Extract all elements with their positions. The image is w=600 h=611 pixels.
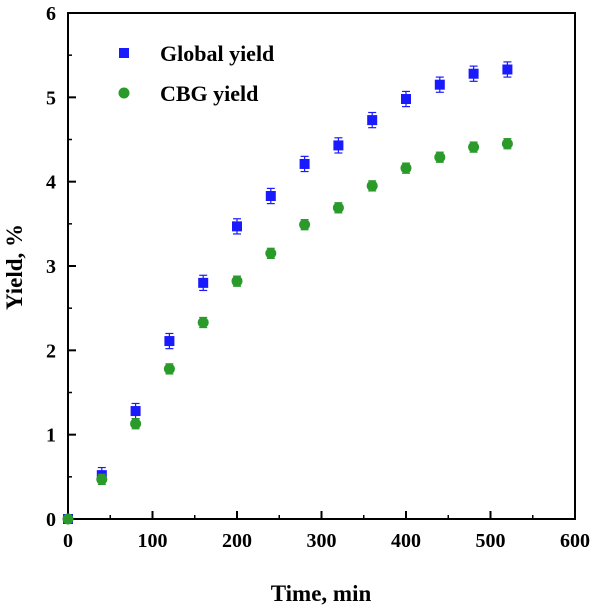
x-tick-label: 0 xyxy=(63,530,73,552)
data-point-circle xyxy=(468,141,480,153)
data-point-circle xyxy=(231,275,243,287)
data-point-circle xyxy=(265,247,277,259)
y-tick-label: 0 xyxy=(46,509,56,531)
y-tick-label: 3 xyxy=(46,256,56,278)
x-tick-label: 600 xyxy=(560,530,590,552)
data-point-square xyxy=(232,221,242,232)
x-tick-label: 500 xyxy=(476,530,506,552)
x-tick-label: 100 xyxy=(138,530,168,552)
data-point-circle xyxy=(197,317,209,329)
x-tick-label: 400 xyxy=(391,530,421,552)
y-tick-label: 5 xyxy=(46,87,56,109)
legend-label: CBG yield xyxy=(160,81,258,106)
plot-frame xyxy=(67,12,576,520)
data-point-circle xyxy=(96,473,108,485)
y-tick-label: 4 xyxy=(46,172,56,194)
data-point-square xyxy=(468,68,479,79)
data-point-square xyxy=(401,94,411,105)
legend-marker-square xyxy=(119,48,129,58)
data-point-circle xyxy=(130,418,142,430)
y-tick-label: 2 xyxy=(46,340,56,362)
y-tick-label: 1 xyxy=(46,425,56,447)
data-point-circle xyxy=(501,138,513,150)
data-point-circle xyxy=(332,202,344,214)
data-point-circle xyxy=(434,151,446,163)
data-point-square xyxy=(367,115,378,126)
data-point-circle xyxy=(62,513,74,525)
y-axis-title: Yield, % xyxy=(2,224,27,310)
x-tick-label: 200 xyxy=(222,530,252,552)
data-point-square xyxy=(198,277,209,288)
data-point-circle xyxy=(366,180,378,192)
data-point-circle xyxy=(400,162,412,174)
data-point-square xyxy=(333,140,344,151)
data-point-square xyxy=(130,406,141,417)
data-point-square xyxy=(502,64,513,75)
data-point-square xyxy=(434,79,445,90)
y-tick-label: 6 xyxy=(46,3,56,25)
x-axis-title: Time, min xyxy=(271,581,372,606)
legend-label: Global yield xyxy=(160,41,274,66)
series-0 xyxy=(63,61,513,524)
x-tick-label: 300 xyxy=(307,530,337,552)
data-point-square xyxy=(265,191,276,202)
series-1 xyxy=(62,138,513,525)
data-point-square xyxy=(299,158,310,169)
legend-marker-circle xyxy=(118,87,130,99)
data-point-circle xyxy=(299,219,311,231)
data-point-circle xyxy=(163,363,175,375)
data-point-square xyxy=(164,336,175,347)
